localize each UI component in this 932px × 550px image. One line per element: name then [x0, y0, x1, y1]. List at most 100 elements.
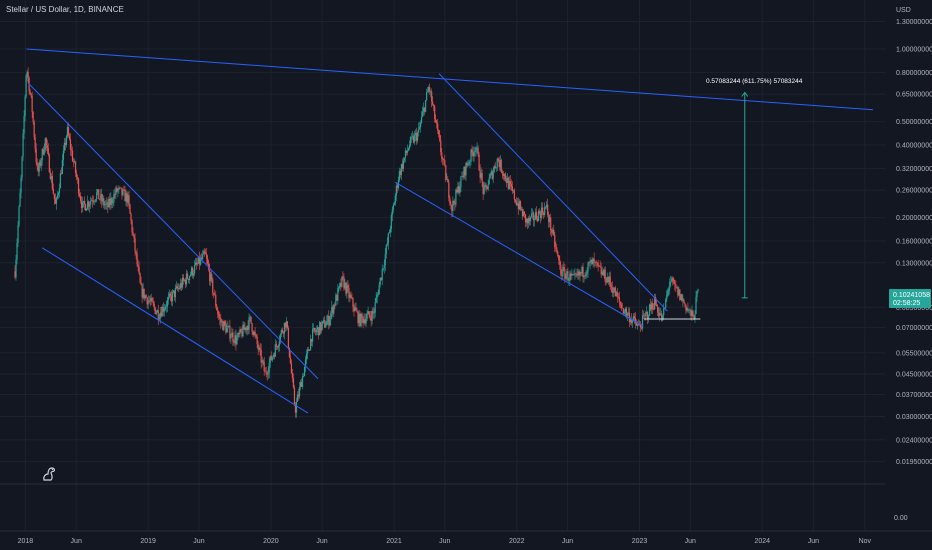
drawing-annotations[interactable]: [26, 48, 873, 414]
candle-body: [161, 307, 163, 317]
candle-body: [271, 356, 273, 361]
candle-body: [369, 315, 371, 318]
candle-body: [19, 192, 21, 207]
candle-body: [211, 273, 213, 280]
candle-body: [518, 201, 521, 210]
candle-body: [388, 232, 390, 234]
candle-body: [167, 296, 169, 300]
trendline[interactable]: [438, 73, 668, 312]
candle-body: [657, 306, 659, 313]
candle-body: [319, 322, 321, 336]
last-price-countdown: 02:58:25: [893, 300, 920, 307]
candle-body: [70, 149, 73, 151]
candle-body: [59, 173, 62, 189]
trendline[interactable]: [41, 247, 309, 414]
candle-body: [221, 321, 223, 323]
candle-body: [14, 271, 16, 278]
candle-body: [410, 137, 413, 138]
candle-body: [254, 331, 256, 335]
candle-body: [17, 225, 19, 243]
candle-body: [384, 253, 386, 266]
candle-body: [609, 276, 611, 285]
trendline[interactable]: [28, 83, 319, 380]
candle-body: [469, 161, 471, 163]
candle-body: [198, 257, 200, 264]
candle-body: [663, 308, 665, 316]
candle-body: [54, 199, 56, 204]
candle-body: [631, 319, 634, 323]
candle-body: [224, 321, 226, 325]
candle-body: [52, 189, 54, 194]
candle-body: [383, 265, 385, 269]
candle-body: [573, 274, 575, 275]
candle-body: [438, 130, 440, 135]
candle-body: [361, 313, 363, 318]
candle-body: [166, 299, 168, 307]
candle-body: [95, 199, 97, 201]
candle-body: [96, 192, 98, 200]
candle-body: [62, 150, 65, 160]
trendline[interactable]: [26, 48, 873, 111]
candle-body: [467, 164, 469, 166]
candle-body: [395, 185, 397, 196]
candle-body: [646, 312, 649, 319]
candle-body: [290, 363, 293, 374]
tradingview-logo-icon[interactable]: [40, 464, 58, 482]
candle-body: [71, 150, 74, 161]
candle-body: [521, 209, 524, 217]
price-tick-label: 0.26000000: [896, 188, 932, 195]
candle-body: [572, 274, 574, 275]
candle-body: [550, 217, 552, 231]
candle-body: [163, 309, 165, 312]
candle-body: [292, 377, 295, 388]
candle-body: [405, 150, 408, 153]
candle-body: [179, 283, 182, 289]
candle-body: [552, 229, 554, 233]
candle-body: [474, 151, 476, 153]
candle-body: [694, 313, 696, 320]
candle-body: [446, 179, 448, 180]
candle-body: [431, 91, 433, 102]
candle-body: [330, 313, 332, 320]
candle-body: [637, 324, 640, 325]
candle-body: [279, 334, 281, 342]
candle-body: [591, 259, 593, 265]
candle-body: [689, 309, 691, 311]
candle-body: [428, 87, 430, 92]
candle-body: [64, 142, 67, 145]
candle-body: [455, 189, 457, 205]
candle-body: [506, 177, 508, 183]
candle-body: [215, 295, 217, 306]
candle-body: [88, 201, 90, 207]
candle-body: [154, 307, 156, 315]
candle-body: [352, 297, 354, 307]
candle-body: [684, 302, 686, 305]
candle-body: [174, 288, 177, 298]
candle-body: [61, 159, 64, 174]
candle-body: [409, 137, 412, 146]
candle-body: [80, 200, 83, 208]
price-axis[interactable]: USD 1.30000000 1.00000000 0.80000000 0.6500…: [896, 7, 932, 466]
candle-body: [545, 206, 547, 208]
candle-body: [514, 199, 517, 202]
candle-body: [367, 311, 369, 315]
candle-body: [20, 177, 22, 193]
time-axis[interactable]: 2018 Jun 2019 Jun 2020 Jun 2021 Jun 2022 Jun 2023 J…: [18, 538, 872, 545]
candle-body: [426, 92, 428, 101]
trendline[interactable]: [395, 181, 644, 327]
candle-body: [543, 212, 545, 215]
candle-body: [131, 220, 133, 233]
candle-body: [365, 318, 367, 324]
candle-body: [192, 273, 195, 276]
candle-body: [697, 289, 699, 292]
candle-body: [244, 327, 246, 330]
candle-body: [389, 228, 391, 233]
candle-body: [67, 127, 70, 136]
candle-body: [191, 267, 194, 276]
candle-body: [432, 101, 434, 105]
candle-body: [570, 273, 572, 276]
candle-body: [621, 307, 623, 309]
candle-body: [35, 148, 37, 163]
